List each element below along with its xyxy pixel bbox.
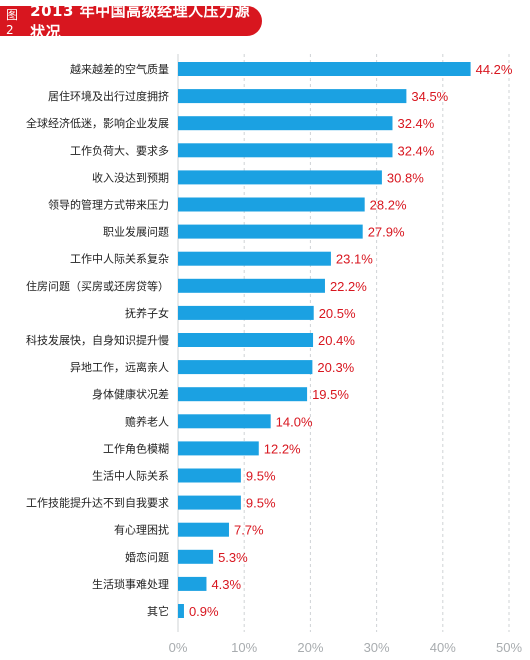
bar <box>178 387 308 402</box>
value-label: 0.9% <box>189 604 219 619</box>
x-tick-label: 30% <box>364 640 390 655</box>
bar <box>178 224 363 239</box>
category-label: 越来越差的空气质量 <box>70 62 169 76</box>
bar <box>178 62 471 76</box>
value-label: 9.5% <box>246 496 276 511</box>
category-label: 居住环境及出行过度拥挤 <box>48 89 169 103</box>
value-label: 12.2% <box>264 441 301 456</box>
bar <box>178 441 259 456</box>
value-label: 34.5% <box>411 89 448 104</box>
bar <box>178 604 184 618</box>
value-label: 4.3% <box>211 577 241 592</box>
category-label: 全球经济低迷，影响企业发展 <box>26 116 169 130</box>
bar <box>178 495 241 510</box>
category-label: 生活中人际关系 <box>92 469 169 483</box>
chart-title-banner: 图2 2013 年中国高级经理人压力源状况 <box>0 2 262 41</box>
value-label: 19.5% <box>312 387 349 402</box>
figure-label: 图2 <box>6 7 19 37</box>
category-label: 收入没达到预期 <box>92 170 169 184</box>
bar <box>178 278 325 293</box>
value-label: 28.2% <box>370 198 407 213</box>
category-label: 科技发展快，自身知识提升慢 <box>26 333 169 347</box>
x-tick-label: 20% <box>297 640 323 655</box>
category-label: 婚恋问题 <box>125 550 169 564</box>
category-label: 职业发展问题 <box>103 225 169 239</box>
value-label: 27.9% <box>368 225 405 240</box>
value-label: 5.3% <box>218 550 248 565</box>
x-tick-label: 10% <box>231 640 257 655</box>
x-tick-label: 50% <box>496 640 522 655</box>
value-label: 9.5% <box>246 469 276 484</box>
category-label: 有心理困扰 <box>114 523 169 537</box>
category-label: 异地工作，远离亲人 <box>70 360 169 374</box>
bar <box>178 360 313 375</box>
category-label: 领导的管理方式带来压力 <box>48 198 169 212</box>
bar <box>178 305 314 320</box>
value-label: 30.8% <box>387 170 424 185</box>
bar <box>178 89 407 104</box>
bar <box>178 116 393 131</box>
bar <box>178 414 271 429</box>
bar <box>178 468 241 483</box>
category-label: 生活琐事难处理 <box>92 577 169 591</box>
bar <box>178 170 382 185</box>
x-tick-label: 0% <box>169 640 188 655</box>
value-label: 22.2% <box>330 279 367 294</box>
value-label: 32.4% <box>397 116 434 131</box>
value-label: 44.2% <box>476 62 513 77</box>
value-label: 32.4% <box>397 143 434 158</box>
category-label: 工作角色模糊 <box>103 441 169 455</box>
category-label: 抚养子女 <box>125 306 169 320</box>
value-label: 14.0% <box>276 414 313 429</box>
category-label: 工作中人际关系复杂 <box>70 252 169 266</box>
value-label: 7.7% <box>234 523 264 538</box>
category-label: 工作负荷大、要求多 <box>70 143 169 157</box>
bar <box>178 522 229 537</box>
value-label: 23.1% <box>336 252 373 267</box>
category-label: 赡养老人 <box>125 414 169 428</box>
value-label: 20.3% <box>317 360 354 375</box>
value-label: 20.5% <box>319 306 356 321</box>
category-label: 住房问题（买房或还房贷等） <box>26 279 169 293</box>
bar <box>178 143 393 158</box>
category-label: 其它 <box>147 604 169 618</box>
bar <box>178 576 207 591</box>
bar <box>178 549 214 564</box>
chart-title: 2013 年中国高级经理人压力源状况 <box>30 2 251 41</box>
bar <box>178 197 365 212</box>
bar <box>178 251 331 266</box>
value-label: 20.4% <box>318 333 355 348</box>
category-label: 身体健康状况差 <box>92 387 169 401</box>
x-tick-label: 40% <box>430 640 456 655</box>
bar <box>178 333 314 347</box>
category-label: 工作技能提升达不到自我要求 <box>26 496 169 510</box>
